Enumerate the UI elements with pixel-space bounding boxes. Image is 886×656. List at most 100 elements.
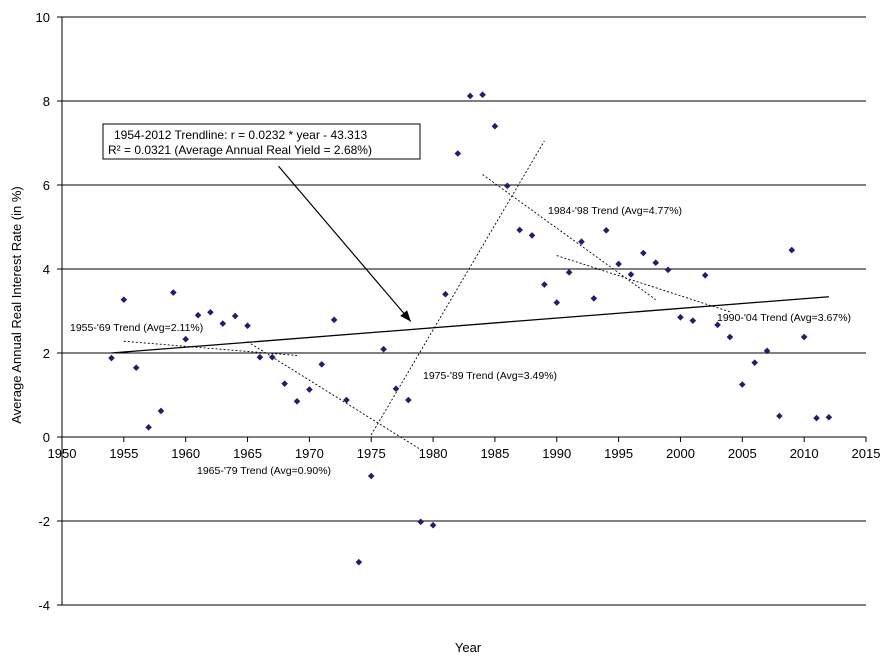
- data-point: [578, 238, 585, 245]
- data-point: [405, 396, 412, 404]
- x-tick-label: 1975: [357, 446, 386, 461]
- data-point: [652, 259, 660, 266]
- trend-label-1955-69: 1955-'69 Trend (Avg=2.11%): [70, 322, 203, 334]
- trendlines: [111, 140, 829, 450]
- x-tick-labels: 1950 1955 1960 1965 1970 1975 1980 1985 1990 1995…: [48, 437, 881, 461]
- data-point: [701, 272, 709, 279]
- data-point: [541, 281, 548, 288]
- data-point: [751, 359, 758, 366]
- data-point: [479, 91, 486, 98]
- data-point: [553, 299, 561, 306]
- main-trendline: [111, 296, 829, 354]
- data-point: [108, 354, 115, 362]
- data-point: [170, 289, 177, 296]
- period-trendline: [123, 340, 298, 356]
- x-tick-label: 1965: [233, 446, 262, 461]
- gridlines: [62, 16, 866, 606]
- data-point: [615, 260, 622, 268]
- data-point: [429, 521, 437, 529]
- period-trendline: [556, 255, 731, 313]
- x-tick-label: 2010: [790, 446, 819, 461]
- data-point: [466, 92, 474, 100]
- trend-label-1984-98: 1984-'98 Trend (Avg=4.77%): [548, 205, 682, 217]
- data-point: [516, 226, 523, 234]
- y-tick-label: 10: [36, 10, 50, 25]
- data-point: [763, 347, 771, 355]
- data-point: [355, 558, 363, 566]
- x-tick-label: 2000: [666, 446, 695, 461]
- data-point: [602, 227, 610, 234]
- data-point: [664, 266, 672, 274]
- data-point: [182, 335, 189, 343]
- trend-label-1975-89: 1975-'89 Trend (Avg=3.49%): [423, 370, 557, 382]
- data-point: [800, 333, 808, 341]
- data-point: [640, 249, 647, 257]
- data-point: [145, 424, 152, 431]
- data-points: [108, 91, 833, 566]
- data-point: [726, 333, 734, 341]
- annotation-arrow: [278, 165, 412, 322]
- data-point: [207, 308, 214, 316]
- y-tick-label: 6: [43, 178, 50, 193]
- x-tick-label: 1955: [109, 446, 138, 461]
- data-point: [318, 361, 326, 368]
- data-point: [268, 353, 276, 361]
- data-point: [306, 386, 313, 393]
- x-tick-label: 1980: [419, 446, 448, 461]
- data-point: [677, 314, 684, 321]
- data-point: [739, 381, 746, 388]
- x-tick-label: 2015: [852, 446, 881, 461]
- data-point: [392, 385, 400, 392]
- arrow-head: [400, 310, 411, 322]
- y-tick-labels: -4 -2 0 2 4 6 8 10: [36, 10, 62, 613]
- data-point: [194, 311, 202, 319]
- main-trendline-box-frame: [102, 123, 421, 160]
- data-point: [367, 472, 375, 480]
- data-point: [330, 316, 338, 324]
- data-point: [714, 321, 721, 329]
- x-tick-label: 1985: [480, 446, 509, 461]
- y-tick-label: 0: [43, 430, 50, 445]
- x-tick-label: 1970: [295, 446, 324, 461]
- y-tick-label: -4: [38, 598, 50, 613]
- data-point: [491, 122, 499, 130]
- y-axis-label: Average Annual Real Interest Rate (in %): [9, 186, 24, 424]
- x-tick-label: 1990: [542, 446, 571, 461]
- x-tick-label: 1995: [604, 446, 633, 461]
- data-point: [281, 380, 288, 387]
- data-point: [689, 317, 697, 324]
- trend-label-1990-04: 1990-'04 Trend (Avg=3.67%): [717, 312, 851, 324]
- data-point: [231, 312, 239, 320]
- data-point: [244, 322, 251, 329]
- data-point: [219, 320, 227, 327]
- data-point: [343, 396, 350, 404]
- arrow-shaft: [278, 165, 412, 322]
- main-trendline-box: 1954-2012 Trendline: r = 0.0232 * year -…: [102, 123, 421, 160]
- data-point: [256, 353, 264, 361]
- data-point: [776, 412, 783, 420]
- period-trendline: [482, 174, 656, 301]
- y-tick-label: -2: [38, 514, 50, 529]
- data-point: [813, 414, 820, 422]
- data-point: [442, 290, 449, 298]
- x-axis-label: Year: [455, 640, 482, 655]
- data-point: [380, 345, 387, 353]
- data-point: [788, 246, 796, 254]
- period-trendline: [370, 140, 545, 436]
- x-tick-label: 1950: [48, 446, 77, 461]
- data-point: [825, 413, 833, 421]
- trend-label-1965-79: 1965-'79 Trend (Avg=0.90%): [197, 465, 331, 477]
- data-point: [627, 271, 635, 278]
- data-point: [565, 269, 573, 276]
- y-tick-label: 4: [43, 262, 50, 277]
- x-tick-label: 2005: [728, 446, 757, 461]
- y-tick-label: 8: [43, 94, 50, 109]
- main-trendline-equation: 1954-2012 Trendline: r = 0.0232 * year -…: [114, 128, 368, 142]
- data-point: [528, 232, 536, 239]
- data-point: [590, 295, 598, 302]
- axes: [61, 17, 866, 605]
- data-point: [454, 150, 462, 157]
- main-trendline-r-squared: R² = 0.0321 (Average Annual Real Yield =…: [108, 143, 372, 157]
- data-point: [293, 398, 301, 405]
- y-tick-label: 2: [43, 346, 50, 361]
